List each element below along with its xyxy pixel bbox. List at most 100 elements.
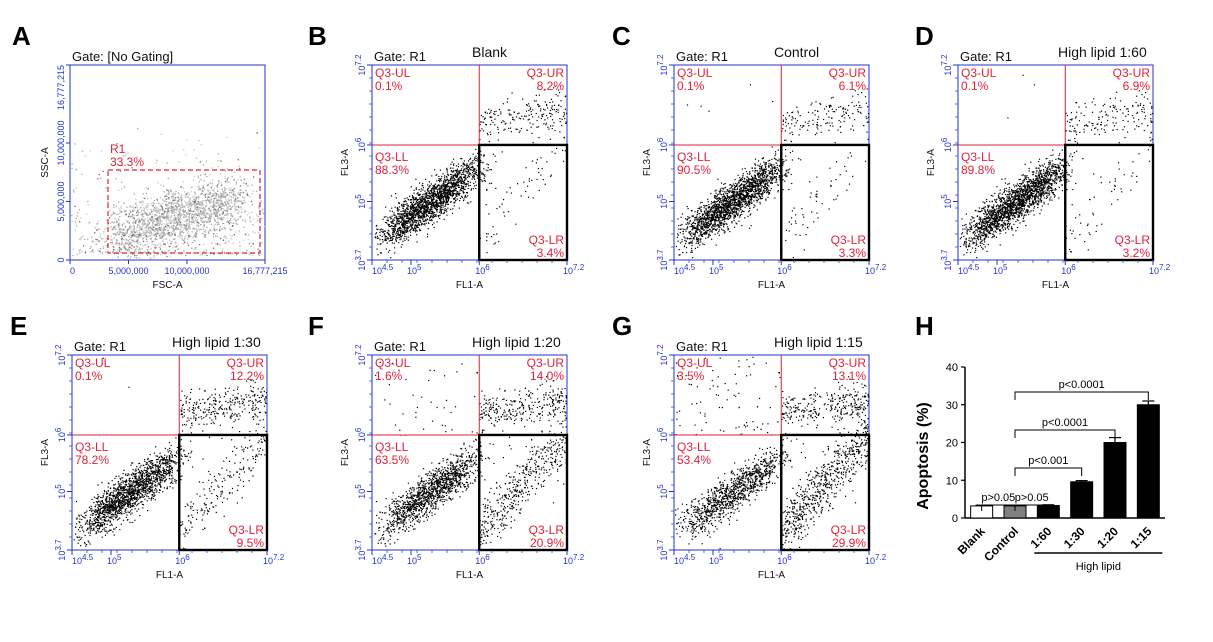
y-axis-label: SSC-A [40,147,51,178]
significance-label: p>0.05 [981,492,1015,504]
quadrant-ur-name: Q3-UR [1113,66,1151,80]
panel-label: D [915,21,934,51]
gate-percent: 33.3% [110,155,144,169]
category-label: 1:30 [1061,524,1088,551]
x-axis-label: FL1-A [758,280,786,291]
x-tick-label: 105 [407,553,422,566]
y-axis-label: FL3-A [642,149,653,177]
quadrant-lr-name: Q3-LR [529,233,565,247]
x-axis-label: FL1-A [456,570,484,581]
scatter-points [73,357,267,550]
x-axis-label: FL1-A [156,570,184,581]
panel-label: A [12,21,31,51]
quadrant-ll-value: 63.5% [375,453,409,467]
panel-label: B [308,21,327,51]
y-tick-label: 107.2 [354,54,367,76]
quadrant-ur-name: Q3-UR [829,356,867,370]
quadrant-ul-name: Q3-UL [375,356,411,370]
x-tick-label: 10,000,000 [164,266,209,276]
x-tick-label: 104.5 [372,263,394,276]
x-tick-label: 104.5 [958,263,980,276]
panel-title: High lipid 1:60 [1058,44,1147,60]
quadrant-ul-name: Q3-UL [375,66,411,80]
scatter-points [959,74,1154,259]
y-axis-label: FL3-A [340,439,351,467]
y-tick-label: 106 [940,137,953,152]
panel-label: C [612,21,631,51]
y-tick-label: 105 [354,194,367,209]
quadrant-ll-name: Q3-LL [961,150,995,164]
y-tick-label: 40 [946,362,958,374]
gate-label: Gate: R1 [960,49,1012,64]
quadrant-ul-name: Q3-UL [961,66,997,80]
quadrant-ul-value: 0.1% [677,79,705,93]
x-tick-label: 107.2 [1149,263,1171,276]
quadrant-lr-value: 29.9% [832,536,866,550]
r1-gate [107,169,261,254]
y-tick-label: 107.2 [354,344,367,366]
gate-label: Gate: R1 [374,49,426,64]
x-tick-label: 107.2 [263,553,285,566]
bar [1136,404,1160,519]
panel-g: G Gate: R1 High lipid 1:15 Q3-UL3.5% Q3-UR13… [612,311,887,581]
y-tick-label: 20 [946,438,958,450]
lr-highlight-box [1064,143,1155,262]
gate-label: Gate: R1 [374,339,426,354]
quadrant-ll-name: Q3-LL [677,150,711,164]
x-tick-label: 104.5 [674,263,696,276]
x-tick-label: 104.5 [674,553,696,566]
y-tick-label: 106 [656,427,669,442]
y-tick-label: 30 [946,400,958,412]
category-label: 1:60 [1028,524,1055,551]
category-label: 1:20 [1094,524,1121,551]
significance-label: p<0.0001 [1059,379,1105,391]
y-tick-label: 16,777,215 [56,65,66,110]
significance-bracket [1014,429,1116,438]
x-tick-label: 106 [175,553,190,566]
scatter-points [374,361,568,547]
significance-label: p>0.05 [1015,492,1049,504]
quadrant-lr-name: Q3-LR [229,523,265,537]
quadrant-ll-value: 78.2% [75,453,109,467]
y-tick-label: 0 [952,513,958,525]
y-tick-label: 105 [656,194,669,209]
x-axis-label: FL1-A [456,280,484,291]
y-tick-label: 0 [56,257,66,262]
y-tick-label: 103.7 [354,249,367,271]
quadrant-ur-name: Q3-UR [829,66,867,80]
x-tick-label: 5,000,000 [108,266,148,276]
scatter-points [374,85,568,259]
quadrant-ll-name: Q3-LL [375,440,409,454]
category-label: Control [981,524,1021,564]
y-tick-label: 106 [354,137,367,152]
y-tick-label: 103.7 [354,539,367,561]
panel-title: High lipid 1:20 [472,334,561,350]
x-axis-label: FL1-A [1042,280,1070,291]
quadrant-ur-value: 6.1% [839,79,867,93]
x-tick-label: 16,777,215 [242,266,287,276]
quadrant-ul-value: 0.1% [375,79,403,93]
x-tick-label: 105 [709,553,724,566]
x-tick-label: 106 [1061,263,1076,276]
y-tick-label: 103.7 [54,539,67,561]
significance-bracket [1014,504,1049,511]
gate-label: Gate: R1 [74,339,126,354]
gate-label: Gate: R1 [676,339,728,354]
x-tick-label: 0 [70,266,75,276]
gate-label: Gate: [No Gating] [72,49,173,64]
x-tick-label: 105 [407,263,422,276]
y-tick-label: 107.2 [940,54,953,76]
panel-title: High lipid 1:30 [172,334,261,350]
quadrant-ur-value: 6.9% [1123,79,1151,93]
scatter-points [675,356,870,550]
panel-d: D Gate: R1 High lipid 1:60 Q3-UL0.1% Q3-UR6.… [915,21,1171,291]
quadrant-lr-value: 3.3% [839,246,867,260]
group-label: High lipid [1076,561,1121,573]
x-axis-label: FL1-A [758,570,786,581]
panel-e: E Gate: R1 High lipid 1:30 Q3-UL0.1% Q3-UR12… [10,311,285,581]
y-tick-label: 105 [656,484,669,499]
quadrant-lr-name: Q3-LR [831,233,867,247]
panel-title: Control [774,44,819,60]
